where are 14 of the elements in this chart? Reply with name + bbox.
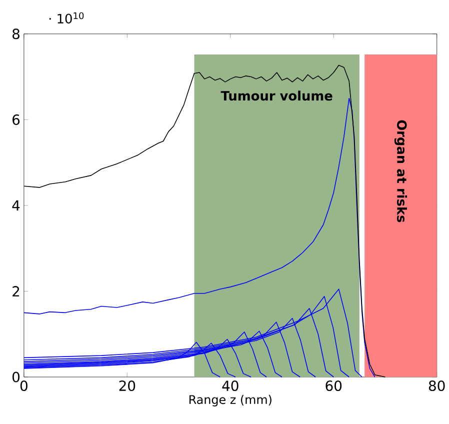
y-tick-label: 4 [12,200,20,211]
x-axis-title: Range z (mm) [189,394,272,406]
y-tick-label: 6 [12,114,20,126]
y-tick-label: 0 [12,372,20,382]
band-label: Tumour volume [220,90,332,101]
x-tick-label: 20 [119,380,136,392]
text: · 10$^{10}$ [49,12,84,24]
x-tick-label: 40 [222,380,238,392]
y-tick-label: 2 [12,286,20,296]
band-label: Organ at risks [394,120,408,222]
x-tick-label: 60 [326,380,342,392]
x-tick-label: 0 [20,380,28,392]
x-tick-label: 80 [428,380,445,392]
y-tick-label: 8 [12,28,20,40]
